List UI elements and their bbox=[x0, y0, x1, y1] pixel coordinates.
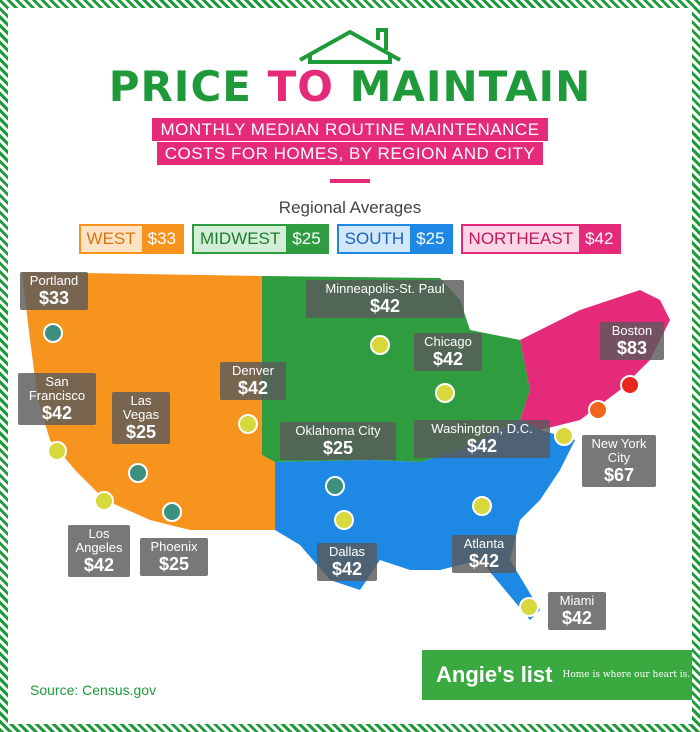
city-dot bbox=[128, 463, 148, 483]
city-cost: $25 bbox=[322, 438, 354, 458]
city-cost: $42 bbox=[331, 559, 363, 579]
city-dot bbox=[472, 496, 492, 516]
city-name: Las Vegas bbox=[122, 393, 160, 422]
city-label: Boston $83 bbox=[600, 322, 664, 360]
title-part: MAINTAIN bbox=[349, 62, 592, 111]
city-cost: $42 bbox=[466, 436, 498, 456]
legend-value: $25 bbox=[286, 226, 327, 252]
city-dot bbox=[94, 491, 114, 511]
legend: WEST $33 MIDWEST $25 SOUTH $25 NORTHEAST $42 bbox=[0, 224, 700, 254]
city-label: San Francisco $42 bbox=[18, 373, 96, 425]
city-dot bbox=[370, 335, 390, 355]
city-name: Dallas bbox=[328, 544, 366, 559]
legend-name: NORTHEAST bbox=[462, 226, 580, 252]
city-label: Atlanta $42 bbox=[452, 535, 516, 573]
city-cost: $33 bbox=[38, 288, 70, 308]
city-label: Washington, D.C. $42 bbox=[414, 420, 550, 458]
title-part: TO bbox=[267, 62, 334, 111]
city-label: Las Vegas $25 bbox=[112, 392, 170, 444]
city-cost: $42 bbox=[83, 555, 115, 575]
title: PRICE TO MAINTAIN bbox=[0, 62, 700, 111]
subtitle-line: MONTHLY MEDIAN ROUTINE MAINTENANCE bbox=[0, 118, 700, 141]
legend-name: SOUTH bbox=[338, 226, 411, 252]
city-label: Phoenix $25 bbox=[140, 538, 208, 576]
city-name: Boston bbox=[611, 323, 653, 338]
source: Source: Census.gov bbox=[30, 682, 157, 698]
city-name: Chicago bbox=[424, 334, 472, 349]
city-name: Miami bbox=[559, 593, 595, 608]
city-name: San Francisco bbox=[28, 374, 86, 403]
city-cost: $42 bbox=[369, 296, 401, 316]
city-dot bbox=[519, 597, 539, 617]
city-cost: $25 bbox=[158, 554, 190, 574]
city-label: Oklahoma City $25 bbox=[280, 422, 396, 460]
city-name: Atlanta bbox=[463, 536, 505, 551]
city-name: Portland bbox=[29, 273, 79, 288]
city-dot bbox=[588, 400, 608, 420]
city-label: Miami $42 bbox=[548, 592, 606, 630]
city-name: New York City bbox=[591, 436, 647, 465]
legend-value: $25 bbox=[410, 226, 451, 252]
tagline: Home is where our heart is. bbox=[562, 670, 691, 680]
city-dot bbox=[238, 414, 258, 434]
city-cost: $42 bbox=[237, 378, 269, 398]
city-cost: $25 bbox=[125, 422, 157, 442]
logo: Angie's list Home is where our heart is. bbox=[422, 650, 692, 700]
city-dot bbox=[325, 476, 345, 496]
legend-name: MIDWEST bbox=[194, 226, 287, 252]
city-label: Dallas $42 bbox=[317, 543, 377, 581]
logo-text: Angie's list bbox=[436, 662, 553, 687]
city-name: Oklahoma City bbox=[295, 423, 381, 438]
city-cost: $42 bbox=[41, 403, 73, 423]
title-part: PRICE bbox=[108, 62, 252, 111]
house-icon bbox=[299, 28, 401, 64]
city-name: Washington, D.C. bbox=[431, 421, 533, 436]
city-label: Los Angeles $42 bbox=[68, 525, 130, 577]
city-dot bbox=[334, 510, 354, 530]
legend-title: Regional Averages bbox=[278, 198, 422, 217]
city-dot bbox=[435, 383, 455, 403]
city-label: Denver $42 bbox=[220, 362, 286, 400]
city-name: Denver bbox=[232, 363, 274, 378]
city-cost: $42 bbox=[432, 349, 464, 369]
legend-item: WEST $33 bbox=[78, 224, 185, 254]
legend-name: WEST bbox=[80, 226, 142, 252]
legend-item: SOUTH $25 bbox=[336, 224, 453, 254]
city-name: Los Angeles bbox=[75, 526, 123, 555]
divider bbox=[330, 179, 370, 183]
legend-value: $42 bbox=[579, 226, 620, 252]
city-label: Minneapolis-St. Paul $42 bbox=[306, 280, 464, 318]
city-cost: $67 bbox=[603, 465, 635, 485]
legend-value: $33 bbox=[141, 226, 183, 252]
subtitle: MONTHLY MEDIAN ROUTINE MAINTENANCE bbox=[152, 118, 548, 141]
city-cost: $42 bbox=[468, 551, 500, 571]
city-label: Portland $33 bbox=[20, 272, 88, 310]
subtitle: COSTS FOR HOMES, BY REGION AND CITY bbox=[156, 142, 544, 165]
city-dot bbox=[554, 426, 574, 446]
city-cost: $83 bbox=[616, 338, 648, 358]
city-name: Minneapolis-St. Paul bbox=[325, 281, 445, 296]
city-dot bbox=[47, 441, 67, 461]
city-dot bbox=[620, 375, 640, 395]
city-name: Phoenix bbox=[150, 539, 198, 554]
city-label: Chicago $42 bbox=[414, 333, 482, 371]
city-cost: $42 bbox=[561, 608, 593, 628]
subtitle-line: COSTS FOR HOMES, BY REGION AND CITY bbox=[0, 142, 700, 165]
region-midwest bbox=[262, 276, 530, 462]
city-label: New York City $67 bbox=[582, 435, 656, 487]
city-dot bbox=[43, 323, 63, 343]
legend-item: NORTHEAST $42 bbox=[460, 224, 622, 254]
legend-item: MIDWEST $25 bbox=[192, 224, 329, 254]
city-dot bbox=[162, 502, 182, 522]
